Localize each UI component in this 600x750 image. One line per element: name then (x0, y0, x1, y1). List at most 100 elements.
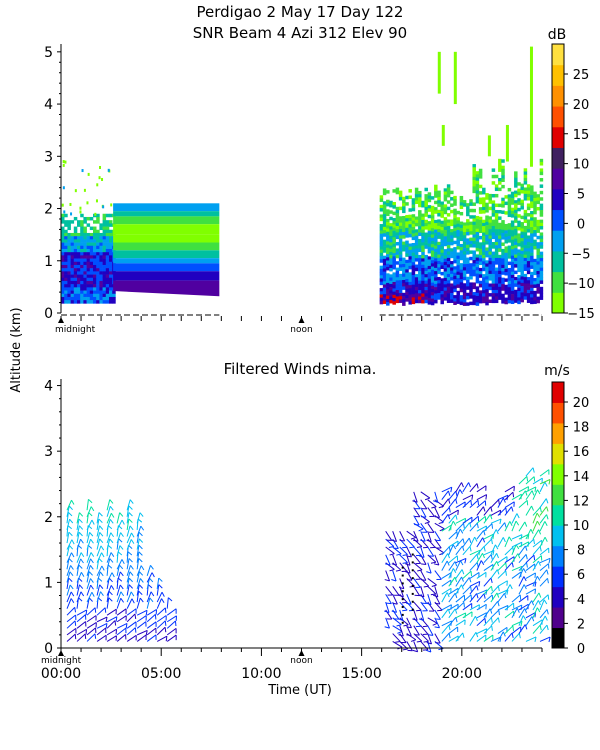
snr-cell (453, 195, 457, 200)
snr-cell (434, 255, 438, 259)
wind-marker (411, 577, 414, 580)
wind-barb-flag (484, 618, 487, 624)
snr-cell (475, 295, 480, 300)
snr-cell (67, 280, 71, 285)
snr-cell (494, 174, 499, 179)
snr-cell (67, 261, 71, 266)
snr-cell (424, 267, 428, 272)
snr-cell (507, 290, 512, 294)
colorbar-tick-label: 20 (573, 396, 590, 411)
snr-cell (99, 232, 103, 237)
snr-cell (418, 229, 422, 233)
snr-cell (389, 203, 393, 208)
snr-cell (430, 218, 435, 223)
snr-cell (517, 182, 521, 186)
snr-cell (523, 261, 528, 265)
snr-cell (70, 212, 73, 216)
snr-cell (86, 287, 91, 291)
snr-cell (514, 228, 518, 233)
wind-barb-flag (68, 531, 73, 537)
snr-cell (475, 289, 480, 294)
snr-cell (440, 294, 444, 298)
snr-cell (427, 243, 432, 248)
wind-barb (399, 554, 408, 563)
snr-cell (434, 210, 438, 214)
snr-cell (109, 268, 113, 272)
snr-cell (453, 282, 457, 286)
wind-barb-flag (496, 553, 500, 559)
snr-cell (427, 230, 432, 235)
snr-cell (469, 263, 473, 267)
snr-cell (450, 299, 454, 303)
snr-cell (450, 264, 454, 268)
snr-cell (517, 236, 521, 241)
snr-cell (430, 256, 435, 261)
snr-cell (514, 216, 518, 220)
snr-cell (523, 264, 528, 268)
wind-barb-flag (524, 545, 528, 551)
snr-cell (67, 220, 71, 224)
snr-cell (514, 238, 518, 243)
snr-cell (395, 248, 400, 252)
wind-barb (434, 491, 439, 503)
snr-cell (456, 233, 460, 237)
snr-cell (379, 272, 384, 276)
snr-cell (498, 245, 502, 249)
snr-cell (472, 183, 476, 187)
snr-cell (379, 291, 384, 295)
snr-cell (491, 168, 496, 172)
wind-barb-flag (385, 563, 391, 566)
snr-cell (89, 277, 94, 282)
snr-cell (418, 290, 422, 294)
wind-barb-flag (129, 525, 134, 531)
wind-barb-flag (110, 552, 115, 557)
snr-cell (507, 296, 512, 301)
snr-cell (424, 254, 428, 259)
snr-cell (105, 223, 110, 227)
snr-cell (507, 187, 512, 192)
snr-cell (491, 254, 496, 259)
snr-streak (529, 46, 533, 167)
wind-barb (455, 584, 462, 595)
wind-barb (483, 506, 492, 516)
wind-barb-flag (418, 528, 424, 532)
wind-barb-flag (130, 539, 135, 544)
snr-cell (530, 188, 534, 193)
snr-cell (73, 216, 78, 221)
snr-cell (437, 219, 441, 223)
snr-cell (434, 258, 438, 262)
wind-barb (136, 578, 141, 590)
snr-cell (64, 160, 67, 164)
snr-cell (64, 236, 68, 240)
wind-barb (448, 490, 457, 501)
snr-cell (498, 248, 502, 252)
snr-cell (504, 291, 508, 295)
snr-cell (437, 232, 441, 236)
wind-barb (434, 586, 439, 598)
snr-cell (498, 203, 502, 208)
wind-barb-flag (544, 481, 548, 487)
snr-cell (67, 239, 71, 243)
snr-cell (526, 222, 531, 227)
wind-barb (406, 530, 417, 538)
wind-barb (406, 593, 412, 605)
wind-barb (413, 515, 420, 526)
wind-barb-flag (71, 499, 75, 505)
snr-cell (536, 283, 540, 288)
snr-cell (395, 242, 400, 246)
snr-cell (80, 271, 84, 275)
snr-cell (414, 280, 419, 284)
snr-cell (539, 222, 544, 227)
wind-barb (166, 620, 176, 629)
wind-barb (455, 523, 464, 532)
snr-cell (96, 213, 100, 218)
wind-barb-flag (504, 522, 507, 528)
snr-cell (491, 219, 496, 224)
snr-cell (386, 289, 390, 293)
wind-barb-flag (138, 551, 143, 556)
snr-cell (408, 246, 412, 251)
colorbar-tick-label: 4 (577, 593, 585, 608)
snr-cell (73, 268, 78, 272)
snr-cell (491, 270, 496, 275)
snr-cell (389, 280, 393, 285)
